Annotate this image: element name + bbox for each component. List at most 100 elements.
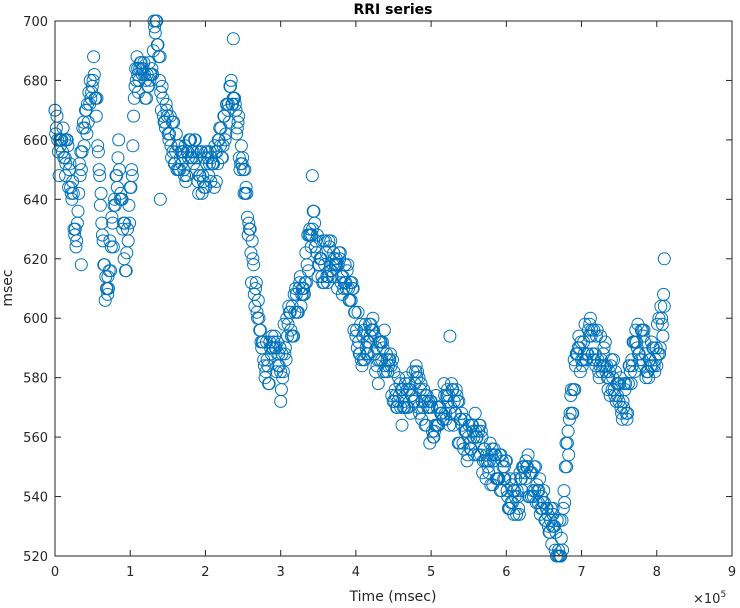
x-tick-label: 5 — [427, 565, 435, 580]
data-point — [91, 139, 105, 153]
data-point — [656, 329, 670, 343]
data-point — [639, 371, 653, 385]
data-point — [287, 329, 301, 343]
data-point — [119, 264, 133, 278]
data-point — [624, 377, 638, 391]
data-point — [228, 97, 242, 111]
data-point — [346, 282, 360, 295]
data-point — [59, 169, 72, 183]
data-point — [443, 329, 457, 343]
data-point — [568, 383, 582, 397]
data-point — [89, 109, 103, 123]
y-tick-label: 620 — [23, 253, 48, 268]
data-point — [101, 287, 115, 301]
data-point — [207, 180, 221, 194]
data-point — [521, 448, 535, 462]
data-point — [112, 133, 126, 147]
data-point — [125, 163, 139, 177]
x-axis-multiplier: ×105 — [693, 590, 726, 607]
data-point — [657, 299, 671, 313]
y-tick-label: 580 — [23, 372, 48, 387]
data-point — [93, 169, 107, 183]
data-point — [87, 68, 101, 81]
scatter-points — [48, 14, 671, 563]
data-point — [278, 347, 292, 361]
data-point — [180, 169, 193, 183]
data-point — [239, 180, 253, 194]
data-point — [125, 169, 139, 183]
data-point — [50, 109, 64, 123]
data-point — [533, 472, 547, 486]
data-point — [63, 157, 77, 171]
data-point — [302, 264, 315, 278]
data-point — [66, 186, 80, 200]
data-point — [247, 258, 261, 272]
x-tick-label: 1 — [126, 565, 134, 580]
data-point — [245, 234, 259, 248]
data-point — [499, 454, 513, 468]
data-point — [276, 371, 290, 385]
data-point — [305, 169, 319, 183]
data-point — [395, 418, 409, 432]
data-point — [131, 62, 145, 76]
data-point — [384, 359, 398, 373]
data-point — [324, 234, 338, 248]
data-point — [345, 276, 359, 290]
data-point — [154, 85, 168, 99]
x-axis-multiplier-exponent: 5 — [720, 590, 726, 600]
x-tick-label: 4 — [352, 565, 360, 580]
data-point — [122, 198, 136, 212]
data-point — [297, 282, 311, 295]
data-point — [512, 501, 526, 515]
data-point — [562, 448, 576, 462]
data-point — [279, 353, 293, 367]
data-point — [338, 258, 352, 272]
data-point — [291, 305, 305, 319]
y-tick-label: 700 — [23, 15, 48, 30]
data-point — [653, 347, 667, 361]
data-point — [69, 240, 83, 254]
data-point — [383, 353, 397, 367]
data-point — [414, 377, 428, 391]
data-point — [546, 507, 560, 521]
plot-area — [55, 21, 732, 556]
data-point — [145, 62, 159, 76]
data-point — [597, 341, 611, 355]
data-point — [226, 32, 240, 46]
data-point — [377, 323, 391, 337]
data-point — [348, 305, 362, 319]
data-point — [163, 109, 177, 123]
data-point — [621, 406, 635, 420]
data-point — [118, 216, 132, 230]
y-tick-label: 600 — [23, 312, 48, 327]
data-point — [153, 50, 167, 64]
x-tick-label: 8 — [653, 565, 661, 580]
data-point — [74, 258, 88, 272]
data-point — [114, 186, 128, 200]
data-point — [91, 145, 105, 159]
data-point — [70, 234, 84, 248]
data-point — [219, 127, 233, 141]
data-point — [340, 264, 354, 278]
data-point — [86, 73, 100, 87]
data-point — [510, 484, 524, 498]
data-point — [350, 341, 364, 355]
x-tick-label: 6 — [502, 565, 510, 580]
data-point — [73, 169, 87, 183]
data-point — [495, 454, 509, 468]
data-point — [274, 365, 288, 379]
data-point — [102, 282, 115, 295]
data-point — [226, 97, 240, 111]
data-point — [90, 91, 104, 105]
data-point — [425, 400, 439, 414]
data-point — [647, 359, 661, 373]
data-point — [556, 501, 570, 515]
data-point — [232, 109, 246, 123]
data-point — [77, 139, 91, 153]
data-point — [284, 323, 298, 337]
data-point — [562, 412, 576, 426]
data-point — [620, 412, 634, 426]
data-point — [92, 163, 106, 177]
x-tick-label: 7 — [577, 565, 585, 580]
data-point — [246, 252, 260, 266]
